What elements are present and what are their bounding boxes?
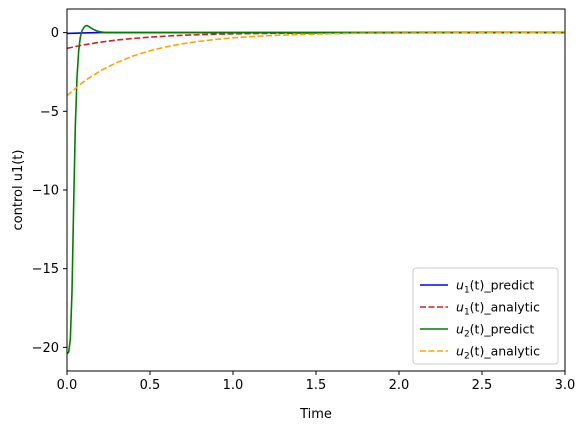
series-line-3 [67,24,565,355]
x-tick-label: 2.5 [472,378,493,393]
series-layer [67,24,565,355]
y-tick-label: −5 [40,105,59,120]
legend-box [412,267,559,365]
x-axis: 0.0 0.5 1.0 1.5 2.0 2.5 3.0 [57,371,576,393]
x-tick-label: 3.0 [555,378,576,393]
legend-label-1: u1(t)_predict [456,278,534,296]
x-tick-label: 1.0 [223,378,244,393]
legend-label-3: u2(t)_predict [456,322,534,340]
x-tick-label: 2.0 [389,378,410,393]
y-axis-label: control u1(t) [11,150,26,231]
legend-label-4: u2(t)_analytic [456,344,540,362]
x-axis-label: Time [299,407,332,422]
y-axis: 0 −5 −10 −15 −20 [32,26,67,356]
y-tick-label: −15 [32,262,59,277]
y-tick-label: 0 [51,26,59,41]
series-line-4 [67,31,565,97]
y-tick-label: −10 [32,184,59,199]
y-tick-label: −20 [32,341,59,356]
legend-label-2: u1(t)_analytic [456,300,540,318]
x-tick-label: 1.5 [306,378,327,393]
x-tick-label: 0.0 [57,378,78,393]
x-tick-label: 0.5 [140,378,161,393]
series-line-2 [67,31,565,50]
legend: u1(t)_predict u1(t)_analytic u2(t)_predict… [412,267,559,365]
